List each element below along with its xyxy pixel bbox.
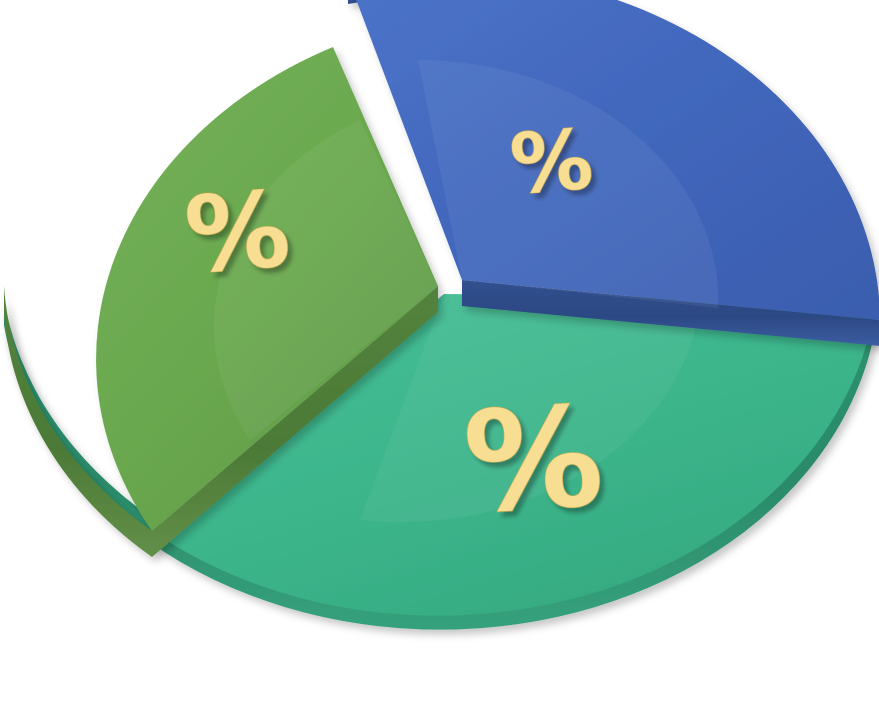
percent-labels: % % % [181,112,608,545]
teal-slice-percent-label: % [460,376,607,544]
blue-slice[interactable] [348,0,879,346]
blue-slice-side [462,280,879,346]
blue-slice-highlight [418,59,719,308]
green-slice-side [4,286,152,557]
green-slice[interactable] [4,47,438,557]
green-slice-radial-wall [152,286,438,557]
green-slice-percent-label: % [181,168,293,297]
green-slice-highlight [213,120,438,440]
teal-slice[interactable] [4,294,876,630]
teal-slice-highlight [360,294,700,523]
blue-slice-percent-label: % [507,113,596,214]
